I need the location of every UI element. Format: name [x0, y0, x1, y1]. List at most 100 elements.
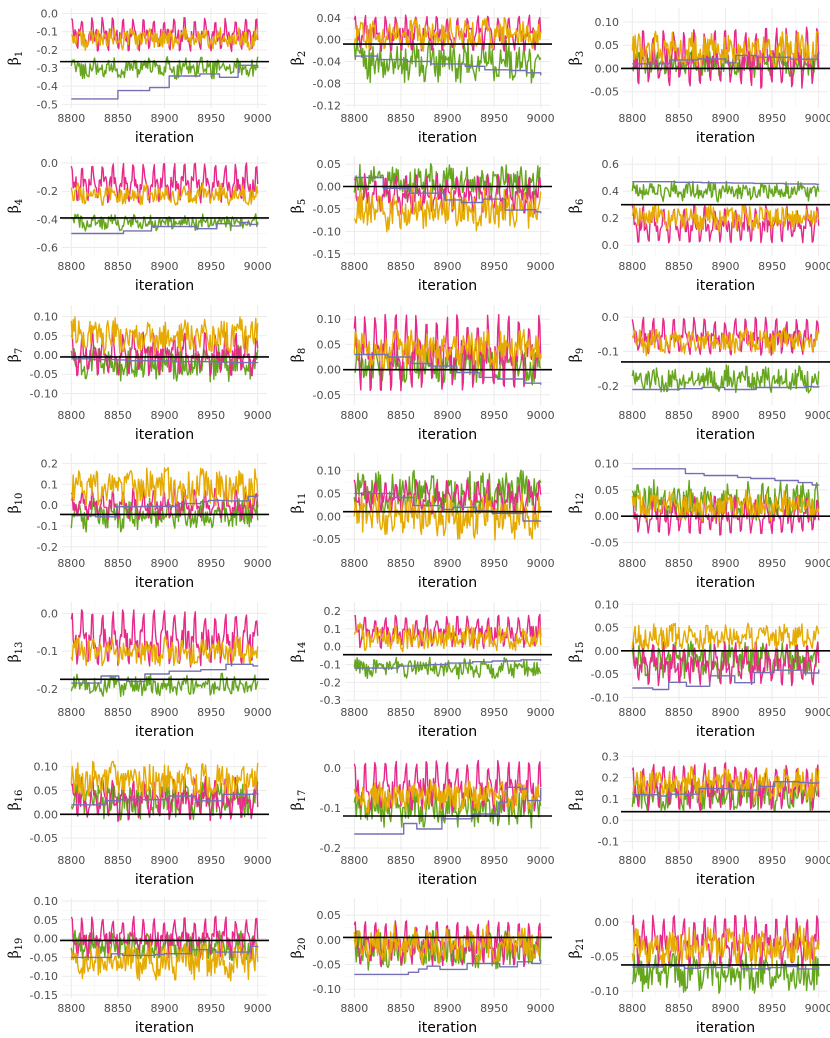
series-line-chain-2 — [631, 203, 820, 233]
x-tick-label: 9000 — [527, 1002, 555, 1015]
x-tick-label: 8950 — [197, 557, 225, 570]
series-line-chain-4 — [71, 494, 259, 518]
y-axis-label: β7 — [6, 348, 25, 362]
series-line-chain-4 — [71, 663, 259, 684]
y-tick-label: 0.00 — [317, 364, 342, 377]
y-tick-label: 0.05 — [34, 784, 59, 797]
series-line-chain-4 — [71, 945, 259, 959]
y-tick-label: -0.04 — [313, 56, 341, 69]
y-tick-label: 0.00 — [595, 510, 620, 523]
y-tick-label: -0.1 — [37, 645, 58, 658]
y-tick-label: 0.0 — [41, 499, 59, 512]
x-tick-label: 8950 — [197, 409, 225, 422]
x-axis-label: iteration — [418, 724, 477, 740]
series-group — [353, 759, 542, 835]
x-tick-label: 8900 — [151, 557, 179, 570]
series-line-chain-4 — [354, 492, 542, 522]
series-line-chain-4 — [71, 64, 259, 100]
series-group — [70, 16, 259, 100]
y-tick-label: 0.0 — [602, 239, 620, 252]
y-tick-label: -0.05 — [313, 959, 341, 972]
y-axis-label-subscript: 20 — [297, 938, 308, 951]
x-tick-label: 8900 — [712, 112, 740, 125]
series-line-chain-3 — [70, 343, 259, 383]
x-tick-label: 8850 — [387, 112, 415, 125]
y-axis-label-subscript: 3 — [575, 51, 586, 57]
series-group — [353, 313, 542, 392]
y-tick-label: 0.0 — [324, 641, 342, 654]
x-tick-label: 8950 — [758, 854, 786, 867]
series-line-chain-3 — [631, 180, 820, 203]
y-tick-label: -0.05 — [591, 536, 619, 549]
x-tick-label: 8950 — [758, 706, 786, 719]
series-group — [631, 26, 820, 89]
x-tick-label: 8900 — [712, 260, 740, 273]
x-tick-label: 8900 — [151, 706, 179, 719]
x-axis-label: iteration — [135, 278, 194, 294]
y-tick-label: 0.00 — [317, 34, 342, 47]
y-axis-label: β4 — [6, 199, 25, 213]
x-tick-label: 8850 — [387, 409, 415, 422]
y-axis-label-subscript: 2 — [297, 51, 308, 57]
x-tick-label: 8800 — [340, 409, 368, 422]
y-axis-label-symbol: β — [289, 354, 305, 362]
x-tick-label: 9000 — [527, 557, 555, 570]
x-tick-label: 8900 — [434, 112, 462, 125]
x-axis-label: iteration — [135, 130, 194, 146]
x-tick-label: 9000 — [244, 854, 272, 867]
x-tick-label: 8800 — [340, 260, 368, 273]
y-axis-label-subscript: 11 — [297, 493, 308, 506]
y-tick-label: -0.05 — [30, 832, 58, 845]
x-tick-label: 8850 — [665, 854, 693, 867]
series-line-chain-2 — [353, 328, 542, 371]
x-tick-label: 8850 — [104, 260, 132, 273]
panel-beta-13: 0.0 -0.1 -0.2 8800 8850 8900 8950 9000 iteration… — [6, 602, 272, 740]
x-tick-label: 8900 — [151, 260, 179, 273]
series-line-chain-4 — [632, 385, 820, 391]
y-tick-label: -0.05 — [30, 368, 58, 381]
y-axis-label-symbol: β — [289, 57, 305, 65]
y-axis-label-subscript: 8 — [297, 348, 308, 354]
y-tick-label: -0.1 — [320, 802, 341, 815]
y-tick-label: -0.3 — [320, 694, 341, 707]
series-group — [631, 180, 820, 244]
x-tick-label: 8900 — [712, 854, 740, 867]
x-tick-label: 8850 — [104, 557, 132, 570]
y-axis-label-symbol: β — [6, 802, 22, 810]
x-tick-label: 8850 — [387, 260, 415, 273]
y-axis-label: β11 — [289, 493, 308, 514]
y-tick-label: 0.2 — [602, 772, 620, 785]
panel-beta-7: 0.10 0.05 0.00 -0.05 -0.10 8800 8850 8900 8950 90… — [6, 305, 272, 443]
y-tick-label: 0.10 — [34, 311, 59, 324]
y-tick-label: 0.00 — [34, 808, 59, 821]
y-tick-label: 0.6 — [602, 158, 620, 171]
y-axis-label-symbol: β — [567, 57, 583, 65]
y-tick-label: 0.00 — [317, 934, 342, 947]
x-tick-label: 8900 — [434, 854, 462, 867]
y-axis-label-subscript: 13 — [14, 642, 25, 655]
y-axis-label: β16 — [6, 790, 25, 811]
x-tick-label: 8800 — [618, 112, 646, 125]
x-tick-label: 9000 — [527, 854, 555, 867]
y-tick-label: 0.1 — [324, 623, 342, 636]
x-tick-label: 8800 — [618, 409, 646, 422]
y-tick-label: 0.1 — [41, 478, 59, 491]
y-axis-label: β8 — [289, 348, 308, 362]
series-line-chain-3 — [70, 213, 259, 232]
y-axis-label-symbol: β — [6, 505, 22, 513]
x-tick-label: 8800 — [57, 706, 85, 719]
x-tick-label: 8950 — [480, 260, 508, 273]
y-tick-label: -0.10 — [313, 983, 341, 996]
y-axis-label: β14 — [289, 642, 308, 663]
y-tick-label: -0.2 — [37, 44, 58, 57]
x-tick-label: 8800 — [340, 112, 368, 125]
y-axis-label-symbol: β — [289, 205, 305, 213]
y-tick-label: 0.05 — [595, 622, 620, 635]
series-group — [353, 613, 542, 680]
y-axis-label-symbol: β — [6, 205, 22, 213]
x-axis-label: iteration — [696, 724, 755, 740]
y-axis-label-symbol: β — [567, 205, 583, 213]
y-tick-label: -0.08 — [313, 77, 341, 90]
y-axis-label: β13 — [6, 642, 25, 663]
